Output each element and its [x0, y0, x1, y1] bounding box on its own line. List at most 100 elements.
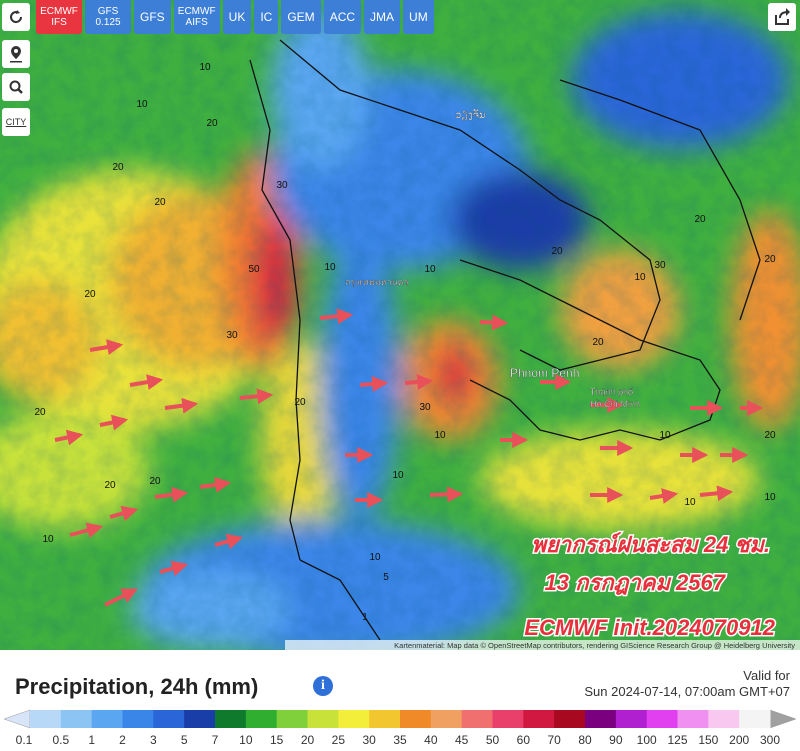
legend-end-left — [3, 709, 31, 729]
legend-cell — [615, 710, 648, 728]
legend-label: 35 — [393, 733, 407, 747]
contour-label: 10 — [136, 99, 148, 110]
overlay-text: พยากรณ์ฝนสะสม 24 ชม. — [531, 532, 770, 557]
model-button[interactable]: ECMWF IFS — [36, 0, 82, 34]
legend-label: 45 — [455, 733, 469, 747]
legend-cell — [554, 710, 586, 728]
model-button[interactable]: GFS 0.125 — [85, 0, 131, 34]
overlay-text: ECMWF init.2024070912 — [524, 615, 775, 640]
legend-end-right — [769, 709, 797, 729]
legend-cell — [677, 710, 709, 728]
legend-label: 0.5 — [52, 733, 69, 747]
valid-label: Valid for — [743, 668, 790, 683]
model-button[interactable]: UK — [222, 0, 252, 34]
legend-label: 90 — [609, 733, 623, 747]
legend-label: 300 — [760, 733, 780, 747]
location-button[interactable] — [2, 40, 30, 68]
place-label: กรุงเทพมหานคร — [345, 277, 409, 288]
wind-arrow — [359, 376, 389, 392]
wind-arrow — [109, 505, 139, 522]
info-button[interactable]: i — [313, 676, 333, 696]
legend-cell — [245, 710, 278, 728]
legend-label: 20 — [301, 733, 315, 747]
contour-label: 10 — [369, 552, 381, 563]
valid-time: Sun 2024-07-14, 07:00am GMT+07 — [584, 684, 790, 699]
wind-arrow — [164, 397, 199, 414]
wind-arrow — [699, 485, 734, 502]
legend-cell — [430, 710, 463, 728]
wind-arrow — [54, 429, 84, 446]
wind-arrow — [239, 388, 274, 405]
wind-arrow — [429, 486, 464, 503]
model-button[interactable]: IC — [254, 0, 279, 34]
wind-arrow — [154, 486, 189, 503]
wind-arrow — [649, 488, 679, 504]
place-label: Thành phố — [590, 387, 633, 397]
model-button[interactable]: ECMWF AIFS — [173, 0, 220, 34]
place-label: ວຽງຈັນ — [455, 109, 486, 121]
contour-label: 20 — [112, 162, 124, 173]
legend-cell — [492, 710, 524, 728]
attribution-bg — [285, 640, 800, 650]
wind-arrow — [404, 374, 434, 390]
legend-cell — [276, 710, 308, 728]
wind-arrow — [104, 588, 138, 607]
contour-label: 20 — [34, 407, 46, 418]
legend-label: 10 — [239, 733, 253, 747]
legend-cell — [523, 710, 555, 728]
legend-label: 125 — [667, 733, 687, 747]
overlay-text: 13 กรกฎาคม 2567 — [545, 570, 727, 595]
wind-arrow — [89, 339, 124, 355]
contour-label: 20 — [764, 254, 776, 265]
wind-arrow — [69, 522, 104, 539]
legend-label: 5 — [181, 733, 188, 747]
model-button[interactable]: GEM — [281, 0, 321, 34]
contour-label: 30 — [226, 330, 238, 341]
legend-label: 30 — [362, 733, 376, 747]
city-button[interactable]: CITY — [2, 108, 30, 136]
wind-arrow — [199, 476, 232, 493]
share-button[interactable] — [768, 3, 796, 31]
legend-label: 40 — [424, 733, 438, 747]
footer-title: Precipitation, 24h (mm) — [15, 674, 259, 699]
legend-cell — [91, 710, 123, 728]
location-icon — [10, 46, 22, 63]
legend-cell — [739, 710, 771, 728]
contour-label: 20 — [294, 397, 306, 408]
color-legend: 0.1 0.5 1 2 3 5 7 10 15 20 25 30 35 40 45 50 60 70 80 90 100… — [3, 709, 797, 747]
legend-label: 3 — [150, 733, 157, 747]
wind-arrows — [54, 308, 764, 607]
legend-cell — [30, 710, 62, 728]
legend-cell — [153, 710, 185, 728]
legend-label: 7 — [212, 733, 219, 747]
model-button[interactable]: UM — [403, 0, 434, 34]
share-icon — [775, 8, 790, 25]
zoom-button[interactable] — [2, 73, 30, 101]
contour-label: 10 — [764, 492, 776, 503]
contour-label: 10 — [424, 264, 436, 275]
place-label: Phnom Penh — [510, 366, 579, 380]
legend-label: 2 — [119, 733, 126, 747]
model-button[interactable]: JMA — [364, 0, 401, 34]
legend-label: 200 — [729, 733, 749, 747]
contour-label: 20 — [764, 430, 776, 441]
wind-arrow — [159, 560, 189, 577]
model-button[interactable]: ACC — [323, 0, 362, 34]
legend-label: 70 — [547, 733, 561, 747]
legend-cell — [708, 710, 740, 728]
contour-label: 10 — [392, 470, 404, 481]
contour-label: 20 — [694, 214, 706, 225]
contour-label: 10 — [324, 262, 336, 273]
contour-label: 20 — [206, 118, 218, 129]
contour-label: 20 — [84, 289, 96, 300]
wind-arrow — [99, 414, 129, 431]
legend-label: 15 — [270, 733, 284, 747]
legend-cell — [184, 710, 216, 728]
legend-label: 50 — [486, 733, 500, 747]
legend-cell — [122, 710, 154, 728]
legend-label: 60 — [517, 733, 531, 747]
refresh-button[interactable] — [2, 3, 30, 31]
model-button[interactable]: GFS — [134, 0, 171, 34]
legend-cell — [585, 710, 617, 728]
